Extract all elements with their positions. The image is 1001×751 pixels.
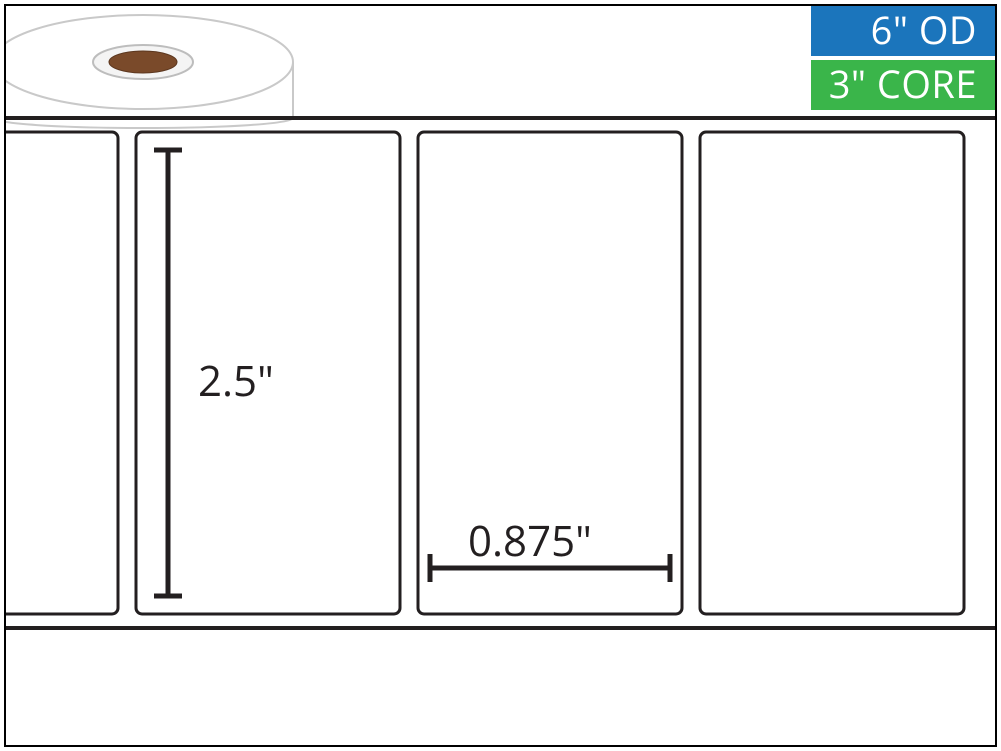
core-diameter-badge: 3" CORE (811, 60, 995, 110)
label-roll-diagram (0, 0, 1001, 751)
outer-diameter-badge: 6" OD (811, 6, 995, 56)
width-dimension-value: 0.875" (468, 512, 592, 569)
core-diameter-text: 3" CORE (829, 58, 977, 110)
height-dimension-value: 2.5" (198, 352, 274, 409)
spec-badges: 6" OD 3" CORE (811, 6, 995, 110)
outer-diameter-text: 6" OD (871, 4, 977, 56)
